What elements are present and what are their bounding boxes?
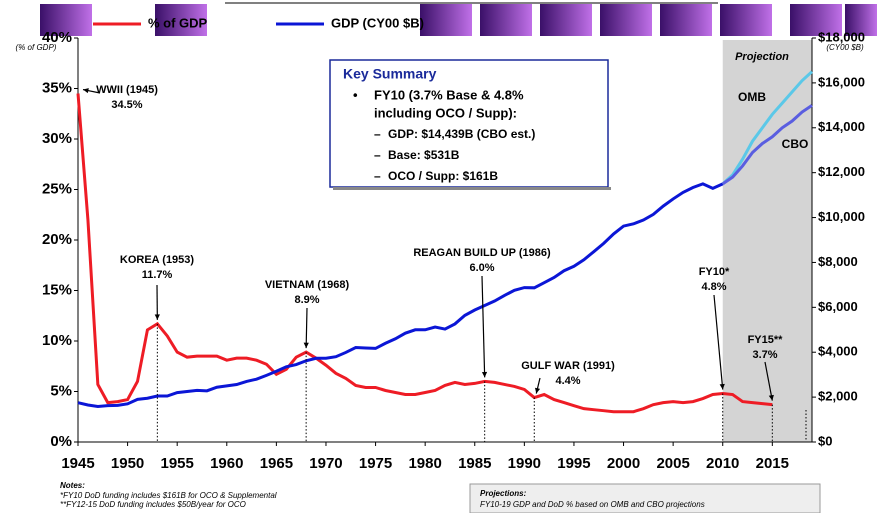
arrow-head bbox=[154, 314, 160, 320]
arrow-head bbox=[481, 371, 488, 378]
arrow-head bbox=[719, 383, 725, 390]
annotation-arrow bbox=[764, 361, 773, 401]
dash: – bbox=[374, 127, 381, 141]
y2-tick-label: $2,000 bbox=[818, 389, 858, 404]
projections-text: FY10-19 GDP and DoD % based on OMB and C… bbox=[480, 500, 705, 509]
box-shadow bbox=[333, 187, 611, 190]
data-line bbox=[721, 104, 813, 186]
annotation-value: 11.7% bbox=[142, 269, 173, 281]
y-tick-label: 5% bbox=[50, 382, 72, 399]
y-tick-label: 40% bbox=[42, 29, 72, 46]
annotation-value: 3.7% bbox=[752, 349, 777, 361]
annotation-arrow bbox=[713, 294, 724, 390]
legend-label: % of GDP bbox=[148, 15, 208, 30]
y-tick-label: 20% bbox=[42, 231, 72, 248]
x-tick-label: 2015 bbox=[756, 455, 789, 472]
annotation-arrow bbox=[305, 307, 308, 349]
key-summary-item: GDP: $14,439B (CBO est.) bbox=[388, 127, 535, 141]
projection-name: OMB bbox=[738, 90, 766, 104]
y-tick-label: 25% bbox=[42, 180, 72, 197]
projections-title: Projections: bbox=[480, 489, 527, 498]
y2-tick-label: $14,000 bbox=[818, 119, 865, 134]
y2-tick-label: $18,000 bbox=[818, 29, 865, 44]
y-tick-label: 35% bbox=[42, 79, 72, 96]
annotation-label: REAGAN BUILD UP (1986) bbox=[413, 247, 551, 259]
x-tick-label: 1945 bbox=[61, 455, 94, 472]
x-tick-label: 2005 bbox=[656, 455, 689, 472]
notes-line: *FY10 DoD funding includes $161B for OCO… bbox=[60, 491, 277, 500]
arrow-head bbox=[768, 394, 774, 401]
y2-tick-label: $12,000 bbox=[818, 164, 865, 179]
y-tick-label: 15% bbox=[42, 281, 72, 298]
x-tick-label: 2000 bbox=[607, 455, 640, 472]
x-tick-label: 2010 bbox=[706, 455, 739, 472]
projection-name: CBO bbox=[782, 137, 809, 151]
key-summary-title: Key Summary bbox=[343, 66, 437, 82]
bullet: • bbox=[353, 87, 358, 102]
header-band bbox=[40, 0, 877, 40]
y-tick-label: 10% bbox=[42, 332, 72, 349]
annotation-value: 34.5% bbox=[111, 99, 142, 111]
annotation-label: GULF WAR (1991) bbox=[521, 360, 615, 372]
y2-tick-label: $8,000 bbox=[818, 254, 858, 269]
y2-tick-label: $6,000 bbox=[818, 299, 858, 314]
projections-box bbox=[469, 483, 821, 513]
dash: – bbox=[374, 148, 381, 162]
x-tick-label: 1965 bbox=[260, 455, 293, 472]
data-line bbox=[76, 93, 773, 414]
annotation-value: 4.8% bbox=[701, 281, 726, 293]
x-tick-label: 1955 bbox=[161, 455, 194, 472]
legend-label: GDP (CY00 $B) bbox=[331, 15, 424, 30]
projection-area bbox=[722, 38, 812, 442]
projection-label: Projection bbox=[735, 51, 789, 63]
x-tick-label: 1995 bbox=[557, 455, 590, 472]
dash: – bbox=[374, 169, 381, 183]
annotation-label: WWII (1945) bbox=[96, 84, 158, 96]
y2-unit: (CY00 $B) bbox=[826, 43, 864, 52]
y2-tick-label: $4,000 bbox=[818, 344, 858, 359]
notes-line: **FY12-15 DoD funding includes $50B/year… bbox=[60, 500, 246, 509]
y2-tick-label: $10,000 bbox=[818, 209, 865, 224]
annotation-label: FY15** bbox=[748, 334, 784, 346]
y2-tick-label: $0 bbox=[818, 433, 832, 448]
x-tick-label: 1960 bbox=[210, 455, 243, 472]
x-tick-label: 1970 bbox=[309, 455, 342, 472]
arrow-head bbox=[83, 88, 89, 94]
key-summary-box bbox=[329, 59, 609, 188]
notes-title: Notes: bbox=[60, 481, 85, 490]
key-summary-item: Base: $531B bbox=[388, 148, 460, 162]
y-tick-label: 0% bbox=[50, 433, 72, 450]
arrow-head bbox=[303, 342, 309, 349]
key-summary-item: OCO / Supp: $161B bbox=[388, 169, 498, 183]
x-tick-label: 1980 bbox=[408, 455, 441, 472]
annotation-arrow bbox=[481, 275, 486, 378]
key-summary-main: FY10 (3.7% Base & 4.8% bbox=[374, 87, 524, 102]
annotation-value: 8.9% bbox=[294, 294, 319, 306]
key-summary-main: including OCO / Supp): bbox=[374, 105, 517, 120]
x-tick-label: 1990 bbox=[508, 455, 541, 472]
arrow-head bbox=[534, 387, 541, 394]
y-tick-label: 30% bbox=[42, 130, 72, 147]
y2-tick-label: $16,000 bbox=[818, 74, 865, 89]
data-line bbox=[77, 182, 724, 409]
annotation-label: KOREA (1953) bbox=[120, 254, 195, 266]
y-unit: (% of GDP) bbox=[16, 43, 57, 52]
x-tick-label: 1975 bbox=[359, 455, 392, 472]
annotation-label: VIETNAM (1968) bbox=[265, 279, 350, 291]
x-tick-label: 1950 bbox=[111, 455, 144, 472]
annotation-value: 6.0% bbox=[469, 262, 494, 274]
annotation-label: FY10* bbox=[699, 266, 730, 278]
data-line bbox=[721, 70, 814, 186]
x-tick-label: 1985 bbox=[458, 455, 491, 472]
annotation-value: 4.4% bbox=[555, 375, 580, 387]
